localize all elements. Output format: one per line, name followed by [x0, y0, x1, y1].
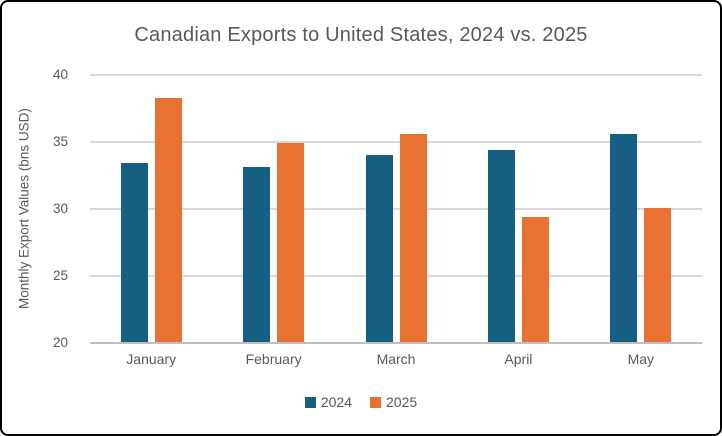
y-tick-label-40: 40: [52, 67, 68, 82]
y-axis: 40 35 30 25 20: [30, 67, 68, 350]
x-axis-line: [90, 342, 702, 344]
bar-2025-february: [277, 143, 305, 343]
bar-2024-march: [365, 155, 393, 343]
bar-2025-april: [521, 217, 549, 343]
legend-swatch-2025: [370, 396, 381, 408]
y-tick-label-20: 20: [52, 335, 68, 350]
bar-2025-march: [399, 133, 427, 343]
bar-2025-may: [644, 207, 672, 343]
legend-label-2024: 2024: [320, 394, 352, 410]
gridline-35: [90, 141, 702, 143]
bar-2024-january: [120, 163, 148, 343]
y-tick-label-30: 30: [52, 201, 68, 216]
x-tick-label-march: March: [376, 351, 416, 367]
legend-item-2025: 2025: [370, 394, 417, 410]
y-tick-label-25: 25: [52, 268, 68, 283]
x-tick-label-january: January: [126, 351, 177, 367]
gridline-40: [90, 74, 702, 76]
x-tick-label-february: February: [245, 351, 302, 367]
legend-label-2025: 2025: [386, 394, 418, 410]
x-tick-label-april: April: [504, 351, 533, 367]
bar-group-april: [457, 75, 579, 343]
bar-2025-january: [154, 97, 182, 343]
x-tick-label-may: May: [627, 351, 655, 367]
legend: 2024 2025: [2, 394, 720, 410]
legend-swatch-2024: [304, 396, 316, 408]
gridline-25: [90, 275, 702, 277]
gridline-30: [90, 208, 702, 210]
plot-area: [90, 74, 702, 344]
y-tick-label-35: 35: [52, 134, 68, 149]
chart-title: Canadian Exports to United States, 2024 …: [134, 24, 588, 46]
bar-group-march: [335, 75, 457, 343]
bar-2024-february: [243, 167, 271, 343]
bar-group-february: [212, 75, 334, 343]
bar-group-may: [580, 75, 702, 343]
bars-row: [90, 75, 702, 343]
legend-item-2024: 2024: [304, 394, 352, 410]
bar-2024-may: [610, 133, 638, 343]
bar-group-january: [90, 75, 212, 343]
bar-2024-april: [487, 150, 515, 343]
x-axis: January February March April May: [90, 351, 702, 367]
